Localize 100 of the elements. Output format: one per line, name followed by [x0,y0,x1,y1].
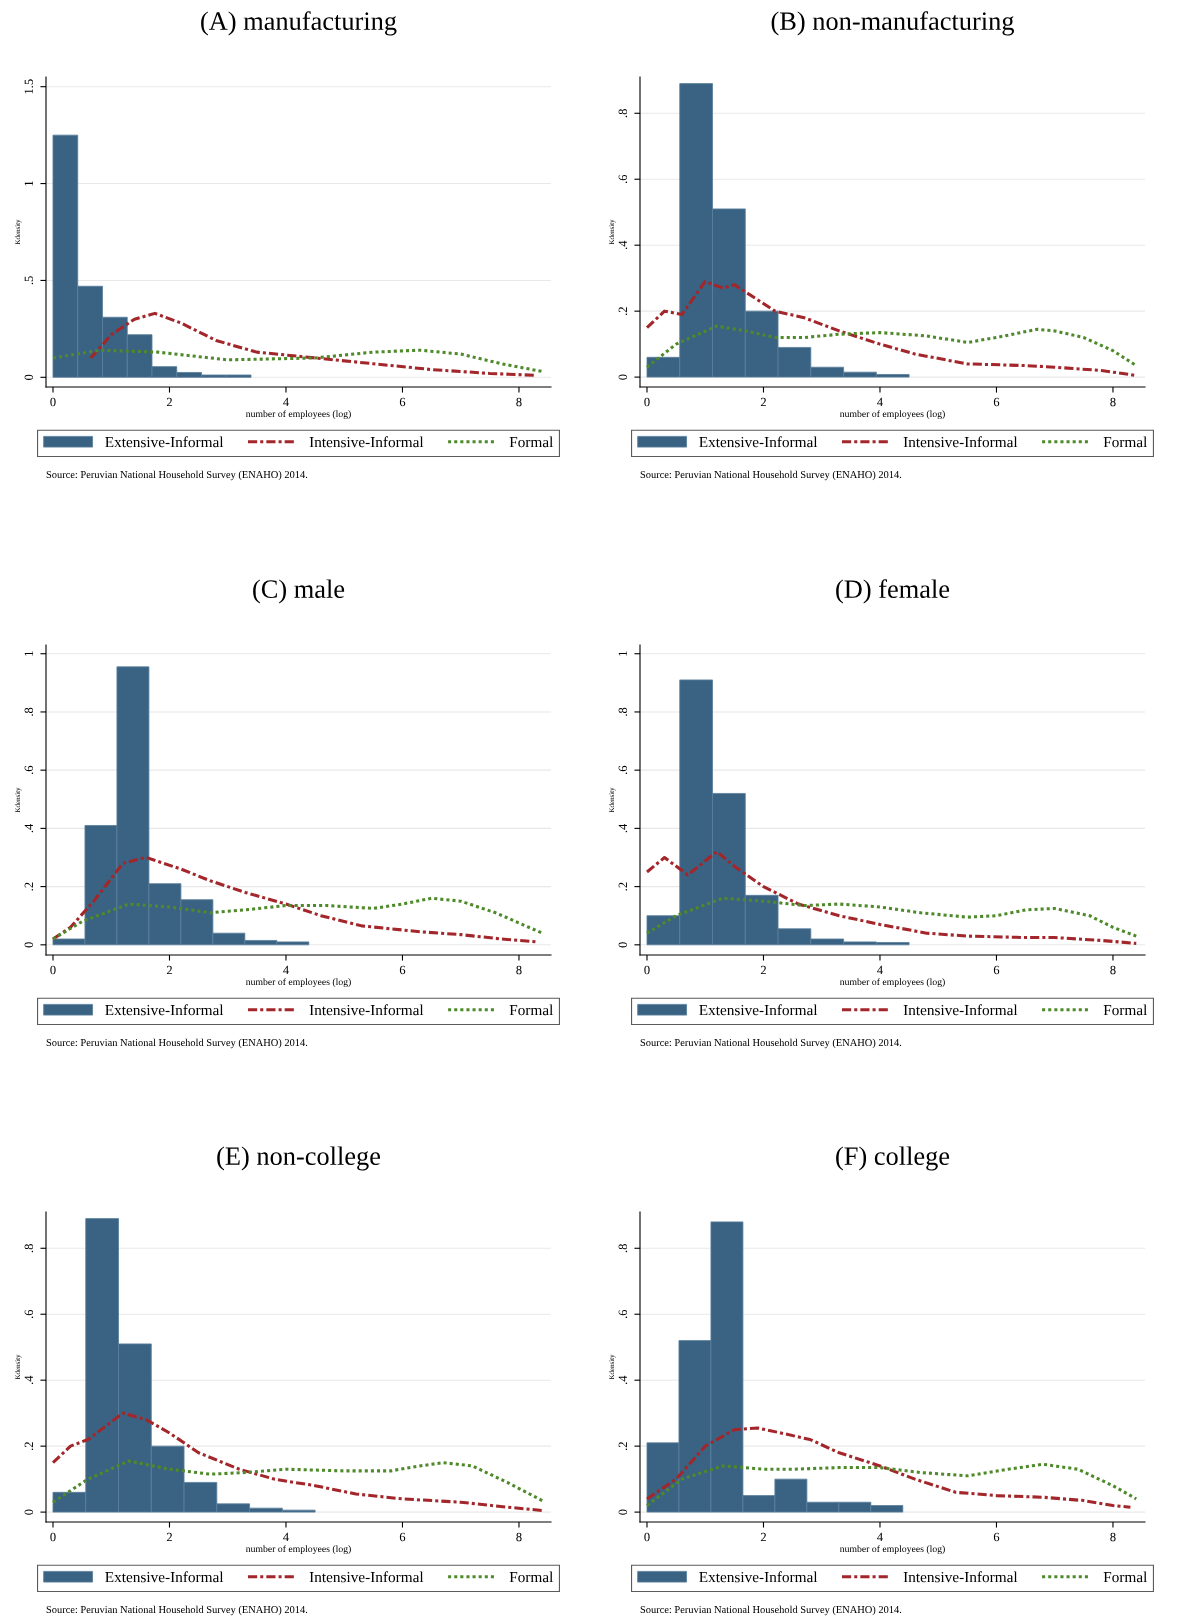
chart-title: (A) manufacturing [201,11,397,36]
x-tick-label: 2 [166,1532,172,1542]
x-axis-title: number of employees (log) [245,1545,351,1555]
x-tick-label: 0 [50,397,56,407]
legend-label: Formal [1103,1571,1148,1583]
x-axis-title: number of employees (log) [245,978,351,988]
x-axis-title: number of employees (log) [839,978,945,988]
source-note: Source: Peruvian National Household Survey (ENAHO) 2014. [46,1605,308,1616]
legend-label: Extensive-Informal [699,436,818,448]
y-tick-label: .4 [24,823,34,833]
source-note: Source: Peruvian National Household Survey (ENAHO) 2014. [640,1038,902,1049]
line-series [645,1462,1138,1508]
y-tick-label: 0 [24,374,34,380]
y-tick-label: .2 [24,882,34,891]
x-tick-label: 0 [50,965,56,975]
y-tick-label: .2 [618,882,628,891]
source-note: Source: Peruvian National Household Survey (ENAHO) 2014. [46,470,308,481]
legend-label: Extensive-Informal [105,436,224,448]
y-tick-label: .6 [24,1309,34,1319]
y-tick-label: .6 [24,765,34,775]
x-tick-label: 6 [993,965,1000,975]
legend-label: Extensive-Informal [699,1571,818,1583]
chart-title: (B) non-manufacturing [771,11,1015,36]
x-tick-label: 0 [644,965,650,975]
x-tick-label: 8 [516,397,522,407]
line-series [645,850,1138,945]
x-axis-title: number of employees (log) [839,410,945,420]
legend-label: Extensive-Informal [105,1571,224,1583]
x-tick-label: 4 [283,397,289,407]
chart-title: (D) female [836,579,950,604]
chart-title: (F) college [836,1146,950,1171]
legend-label: Formal [509,436,554,448]
y-tick-label: .5 [24,276,34,285]
x-tick-label: 6 [993,1532,1000,1542]
y-tick-label: .2 [24,1442,34,1451]
y-tick-label: .2 [618,1442,628,1451]
legend-label: Intensive-Informal [903,1004,1018,1016]
legend-label: Formal [509,1571,554,1583]
x-tick-label: 2 [760,397,766,407]
x-tick-label: 2 [760,965,766,975]
y-tick-label: 0 [24,942,34,948]
legend-label: Formal [509,1004,554,1016]
x-tick-label: 6 [399,965,406,975]
y-tick-label: .6 [618,765,628,775]
legend-label: Intensive-Informal [903,1571,1018,1583]
x-tick-label: 4 [283,1532,289,1542]
x-tick-label: 2 [760,1532,766,1542]
y-tick-label: 1 [24,181,33,186]
y-tick-label: .4 [24,1375,34,1385]
y-tick-label: .8 [618,1244,628,1253]
chart-title: (C) male [253,579,345,604]
x-tick-label: 6 [399,1532,406,1542]
y-tick-label: 1.5 [24,79,34,94]
y-tick-label: .8 [24,1244,34,1253]
line-series [645,1426,1132,1509]
y-tick-label: .4 [618,240,628,250]
y-tick-label: .4 [618,823,628,833]
line-series [51,348,544,374]
x-tick-label: 8 [516,1532,522,1542]
y-tick-label: 0 [618,1509,628,1515]
x-tick-label: 4 [877,965,883,975]
legend-label: Extensive-Informal [105,1004,224,1016]
x-tick-label: 8 [1110,397,1116,407]
y-tick-label: 1 [618,651,627,656]
x-tick-label: 8 [516,965,522,975]
source-note: Source: Peruvian National Household Survey (ENAHO) 2014. [640,470,902,481]
x-tick-label: 8 [1110,1532,1116,1542]
legend-label: Intensive-Informal [309,1571,424,1583]
y-tick-label: 0 [24,1509,34,1515]
y-tick-label: .8 [24,707,34,716]
x-axis-title: number of employees (log) [839,1545,945,1555]
x-tick-label: 4 [283,965,289,975]
source-note: Source: Peruvian National Household Survey (ENAHO) 2014. [640,1605,902,1616]
x-tick-label: 0 [50,1532,56,1542]
y-tick-label: 0 [618,374,628,380]
x-tick-label: 0 [644,397,650,407]
x-axis-title: number of employees (log) [245,410,351,420]
y-tick-label: 1 [24,651,33,656]
source-note: Source: Peruvian National Household Survey (ENAHO) 2014. [46,1038,308,1049]
legend-label: Intensive-Informal [309,1004,424,1016]
x-tick-label: 2 [166,965,172,975]
line-series [51,1411,544,1512]
x-tick-label: 6 [399,397,406,407]
x-tick-label: 2 [166,397,172,407]
x-tick-label: 6 [993,397,1000,407]
legend-label: Extensive-Informal [699,1004,818,1016]
legend-label: Intensive-Informal [903,436,1018,448]
x-tick-label: 4 [877,397,883,407]
x-tick-label: 8 [1110,965,1116,975]
legend-label: Formal [1103,1004,1148,1016]
legend-label: Formal [1103,436,1148,448]
y-tick-label: .6 [618,1309,628,1319]
x-tick-label: 4 [877,1532,883,1542]
y-tick-label: .4 [618,1375,628,1385]
y-tick-label: 0 [618,942,628,948]
y-tick-label: .8 [618,707,628,716]
y-tick-label: .8 [618,109,628,118]
legend-label: Intensive-Informal [309,436,424,448]
x-tick-label: 0 [644,1532,650,1542]
chart-title: (E) non-college [217,1146,381,1171]
